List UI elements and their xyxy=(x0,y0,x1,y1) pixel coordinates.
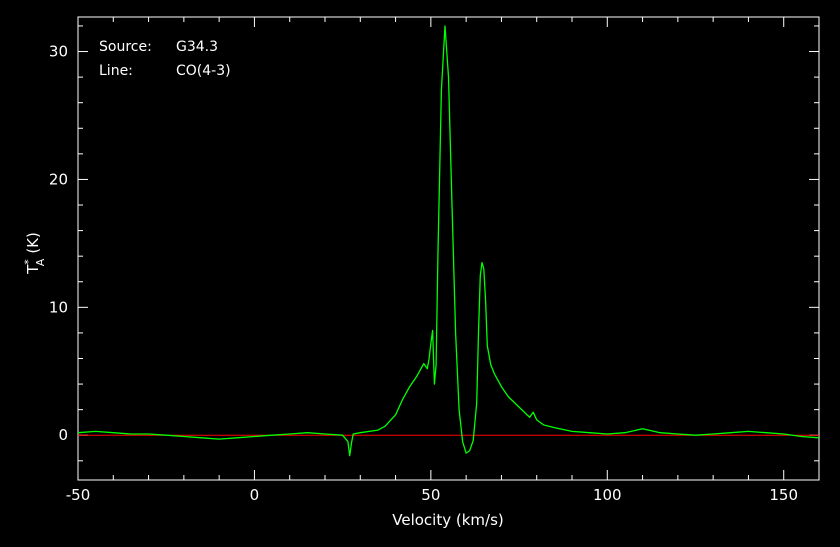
source-label: Source: xyxy=(99,39,152,55)
label-layer: Source: G34.3 Line: CO(4-3) Velocity (km… xyxy=(22,39,504,529)
source-value: G34.3 xyxy=(176,39,218,55)
y-axis-title-sub: A xyxy=(34,258,47,266)
plot-layer xyxy=(77,25,820,457)
plot-frame xyxy=(77,16,820,481)
y-axis-title-main: T xyxy=(24,264,42,275)
y-tick-label: 0 xyxy=(58,426,68,444)
y-axis-title-sup: * xyxy=(22,259,35,265)
x-tick-label: 150 xyxy=(769,486,798,504)
line-value: CO(4-3) xyxy=(176,63,231,79)
y-tick-label: 20 xyxy=(49,170,68,188)
x-tick-label: -50 xyxy=(66,486,91,504)
x-tick-label: 100 xyxy=(593,486,622,504)
y-tick-label: 10 xyxy=(49,298,68,316)
line-label: Line: xyxy=(99,63,133,79)
svg-text:T*A(K): T*A (K) xyxy=(22,232,47,275)
spectrum-line xyxy=(77,25,820,457)
x-tick-label: 0 xyxy=(250,486,260,504)
x-axis-title: Velocity (km/s) xyxy=(392,511,503,529)
y-axis-title-unit: (K) xyxy=(24,232,42,254)
y-tick-label: 30 xyxy=(49,43,68,61)
y-axis-title: T*A (K) xyxy=(22,232,47,275)
axes-layer: -50 0 50 100 150 0 10 20 30 xyxy=(49,16,820,504)
x-tick-label: 50 xyxy=(421,486,440,504)
